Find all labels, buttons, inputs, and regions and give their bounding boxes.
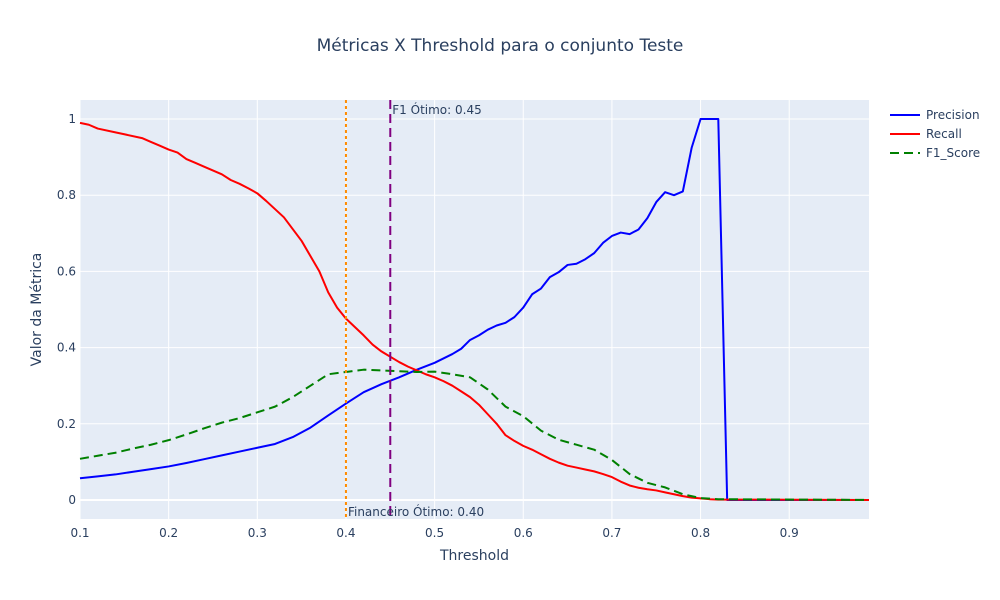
legend-item-precision[interactable]: Precision — [890, 108, 980, 122]
y-tick-label: 0.2 — [57, 417, 76, 431]
threshold-markers: F1 Ótimo: 0.45 Financeiro Ótimo: 0.40 — [344, 100, 484, 519]
legend-item-f1-score[interactable]: F1_Score — [890, 146, 980, 160]
f1-otimo-label: F1 Ótimo: 0.45 — [392, 102, 481, 117]
x-tick-label: 0.1 — [70, 526, 89, 540]
chart-title: Métricas X Threshold para o conjunto Tes… — [317, 36, 684, 56]
y-tick-label: 0.6 — [57, 264, 76, 278]
legend-label-recall: Recall — [926, 127, 962, 141]
x-tick-label: 0.6 — [514, 526, 533, 540]
x-tick-label: 0.4 — [336, 526, 355, 540]
x-tick-label: 0.2 — [159, 526, 178, 540]
y-tick-label: 0.4 — [57, 341, 76, 355]
y-axis-title: Valor da Métrica — [29, 253, 45, 367]
series-line-f1-score — [79, 368, 870, 501]
axis-ticks: 0.1 0.2 0.3 0.4 0.5 0.6 0.7 0.8 0.9 0 0.2 0.4 0.6 0.8… — [57, 112, 799, 540]
y-tick-label: 1 — [68, 112, 76, 126]
x-tick-label: 0.9 — [780, 526, 799, 540]
plot-background — [80, 100, 869, 519]
x-axis-title: Threshold — [439, 548, 509, 564]
x-tick-label: 0.5 — [425, 526, 444, 540]
legend-item-recall[interactable]: Recall — [890, 127, 962, 141]
legend-label-f1-score: F1_Score — [926, 146, 980, 160]
legend-label-precision: Precision — [926, 108, 980, 122]
x-tick-label: 0.8 — [691, 526, 710, 540]
x-tick-label: 0.7 — [602, 526, 621, 540]
series-line-recall — [79, 121, 870, 501]
financeiro-otimo-label: Financeiro Ótimo: 0.40 — [348, 504, 484, 519]
legend: Precision Recall F1_Score — [890, 108, 980, 160]
y-tick-label: 0.8 — [57, 188, 76, 202]
series-line-precision — [79, 118, 869, 501]
series-lines — [79, 118, 870, 501]
y-tick-label: 0 — [68, 493, 76, 507]
x-tick-label: 0.3 — [248, 526, 267, 540]
